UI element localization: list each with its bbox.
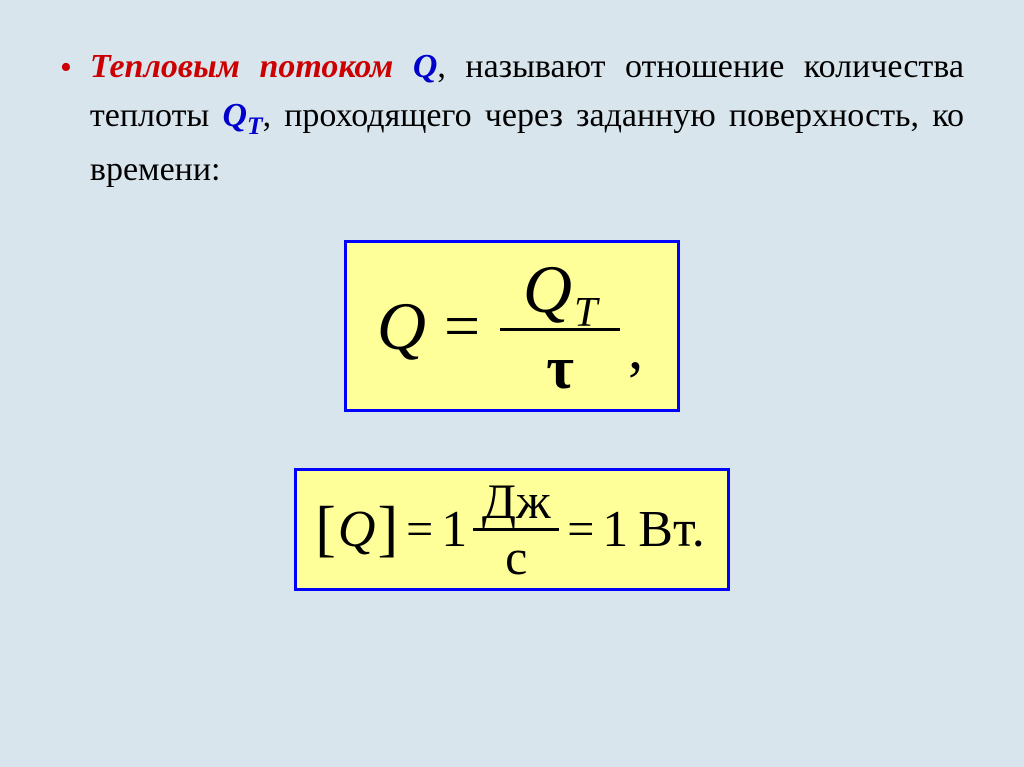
f1-equals: = <box>444 289 480 363</box>
f1-denominator: τ <box>546 341 574 395</box>
formula-2-row: [ Q ] = 1 Дж с = 1 Вт. <box>60 468 964 591</box>
f2-unit: Вт. <box>638 500 705 559</box>
definition-text: Тепловым потоком Q, называют отношение к… <box>90 42 964 194</box>
bullet-icon: • <box>60 48 72 89</box>
symbol-Q: Q <box>413 48 438 85</box>
symbol-QT-base: Q <box>222 97 247 134</box>
f1-fraction: QT τ <box>500 257 620 395</box>
f2-fraction: Дж с <box>473 479 559 580</box>
f2-one-a: 1 <box>441 500 467 559</box>
f2-eq-1: = <box>406 502 433 557</box>
f2-eq-2: = <box>567 502 594 557</box>
formula-1-row: Q = QT τ , <box>60 240 964 412</box>
formula-units: [ Q ] = 1 Дж с = 1 Вт. <box>294 468 730 591</box>
f1-num-main: Q <box>523 251 572 327</box>
f2-one-b: 1 <box>602 500 628 559</box>
f1-comma: , <box>628 314 643 383</box>
f1-lhs: Q <box>377 287 426 366</box>
f2-num: Дж <box>482 479 551 524</box>
definition-item: • Тепловым потоком Q, называют отношение… <box>60 42 964 194</box>
f2-lbracket: [ <box>315 494 336 565</box>
f2-rbracket: ] <box>377 494 398 565</box>
term-heat-flux: Тепловым потоком <box>90 48 413 85</box>
f1-numerator: QT <box>523 257 597 322</box>
f1-bar <box>500 328 620 331</box>
formula-heat-flux: Q = QT τ , <box>344 240 680 412</box>
f2-var: Q <box>338 500 376 559</box>
f1-num-sub: T <box>574 290 597 336</box>
symbol-QT-sub: T <box>247 111 263 140</box>
f2-den: с <box>505 535 527 580</box>
